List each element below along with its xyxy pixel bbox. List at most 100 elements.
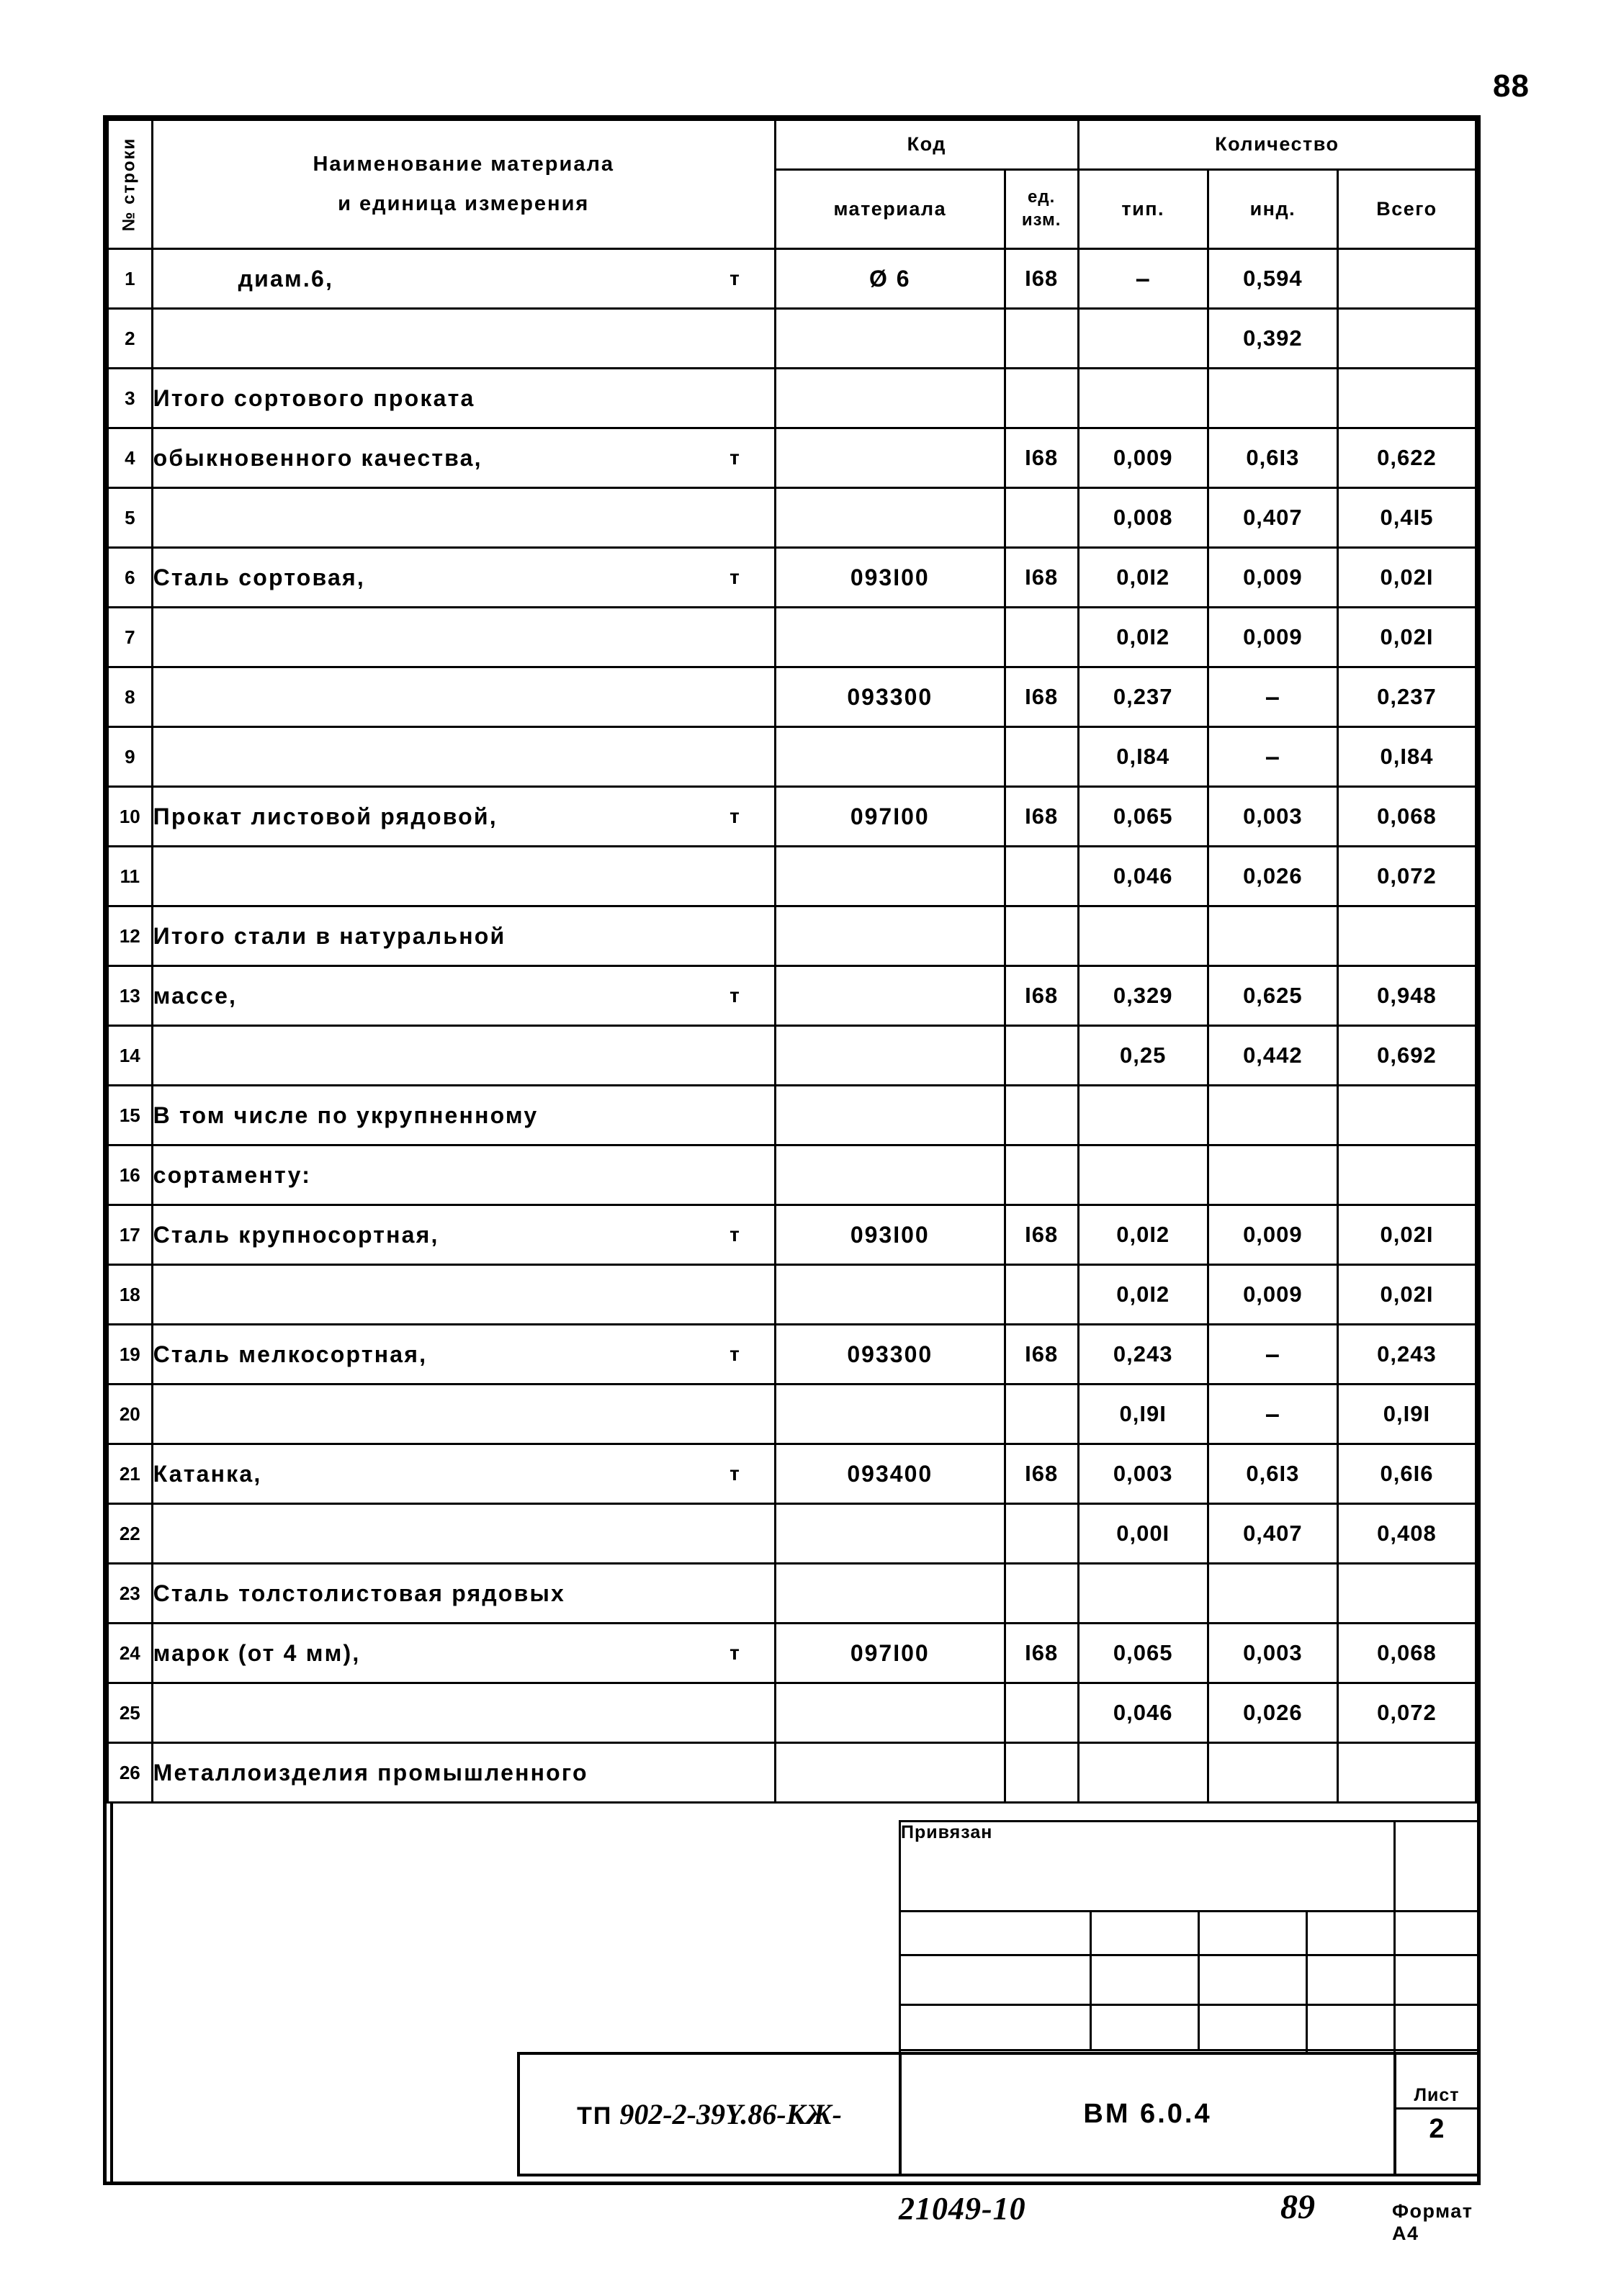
sig-cell-2d[interactable]	[1305, 1954, 1396, 2006]
qty-individual-cell: 0,003	[1206, 785, 1339, 847]
qty-typical-cell: 0,237	[1077, 666, 1209, 728]
row-number-cell: 11	[107, 845, 153, 907]
tp-prefix-label: ТП	[577, 2102, 613, 2130]
sig-cell-2b[interactable]	[1090, 1954, 1200, 2006]
qty-typical-cell	[1077, 1144, 1209, 1206]
qty-total-cell: 0,I84	[1336, 726, 1478, 788]
table-row: 2 0,392	[107, 307, 1478, 369]
qty-total-cell	[1336, 1144, 1478, 1206]
material-unit-label: т	[730, 1223, 740, 1246]
qty-total-cell	[1336, 367, 1478, 429]
unit-code-cell: I68	[1003, 1443, 1079, 1505]
material-name-cell: В том числе по укрупненному	[151, 1084, 776, 1146]
header-row-number: № строки	[107, 119, 153, 250]
sig-cell-1c[interactable]	[1198, 1910, 1308, 1956]
sig-cell-3c[interactable]	[1198, 2004, 1308, 2051]
table-row: 25 0,046 0,026 0,072	[107, 1682, 1478, 1744]
unit-code-cell: I68	[1003, 785, 1079, 847]
row-number-cell: 22	[107, 1503, 153, 1565]
qty-total-cell: 0,02I	[1336, 1264, 1478, 1325]
qty-individual-cell: 0,026	[1206, 1682, 1339, 1744]
material-name-cell: сортаменту:	[151, 1144, 776, 1206]
unit-code-cell	[1003, 1383, 1079, 1445]
qty-individual-cell: –	[1206, 1383, 1339, 1445]
unit-code-cell	[1003, 1742, 1079, 1804]
material-code-cell: 093I00	[773, 1204, 1006, 1266]
sig-cell-3d[interactable]	[1305, 2004, 1396, 2051]
header-name-line2: и единица измерения	[338, 192, 590, 215]
footer-page-label: 89	[1280, 2188, 1315, 2226]
sig-cell-2e[interactable]	[1393, 1954, 1480, 2006]
table-row: 1 диам.6, т Ø 6 I68–0,594	[107, 248, 1478, 310]
footer-doc-number: 21049-10	[899, 2191, 1026, 2226]
sig-cell-2a[interactable]	[899, 1954, 1092, 2006]
tp-designation: ТП 902-2-39Y.86-КЖ-	[517, 2052, 902, 2176]
row-number-cell: 21	[107, 1443, 153, 1505]
qty-total-cell: 0,068	[1336, 1622, 1478, 1684]
unit-code-cell	[1003, 845, 1079, 907]
material-name-cell: Итого стали в натуральной	[151, 905, 776, 967]
row-number-cell: 13	[107, 965, 153, 1027]
qty-total-cell: 0,408	[1336, 1503, 1478, 1565]
material-code-cell	[773, 606, 1006, 668]
signature-row-1[interactable]	[899, 1910, 1480, 1956]
qty-total-cell: 0,4I5	[1336, 487, 1478, 549]
row-number-cell: 3	[107, 367, 153, 429]
sig-cell-1d[interactable]	[1305, 1910, 1396, 1956]
table-row: 8 093300 I68 0,237–0,237	[107, 666, 1478, 728]
row-number-cell: 6	[107, 546, 153, 608]
signature-row-3[interactable]	[899, 2004, 1480, 2051]
materials-table: № строки Наименование материала и единиц…	[107, 119, 1478, 1804]
material-code-cell	[773, 845, 1006, 907]
sig-cell-1b[interactable]	[1090, 1910, 1200, 1956]
signature-row-2[interactable]	[899, 1954, 1480, 2006]
qty-total-cell	[1336, 905, 1478, 967]
row-number-cell: 4	[107, 427, 153, 489]
qty-typical-cell: 0,243	[1077, 1323, 1209, 1385]
unit-code-cell	[1003, 1503, 1079, 1565]
material-code-cell	[773, 427, 1006, 489]
unit-code-cell	[1003, 307, 1079, 369]
material-name-cell	[151, 606, 776, 668]
row-number-cell: 15	[107, 1084, 153, 1146]
sig-cell-2c[interactable]	[1198, 1954, 1308, 2006]
qty-typical-cell: 0,0I2	[1077, 546, 1209, 608]
sheet-value: 2	[1429, 2114, 1445, 2144]
qty-total-cell: 0,243	[1336, 1323, 1478, 1385]
qty-total-cell	[1336, 307, 1478, 369]
sig-cell-3a[interactable]	[899, 2004, 1092, 2051]
qty-individual-cell	[1206, 1084, 1339, 1146]
qty-typical-cell: 0,065	[1077, 785, 1209, 847]
material-code-cell: 093300	[773, 666, 1006, 728]
row-number-cell: 16	[107, 1144, 153, 1206]
qty-typical-cell: 0,008	[1077, 487, 1209, 549]
table-header-row-1: № строки Наименование материала и единиц…	[107, 119, 1478, 250]
material-name-cell: Сталь крупносортная, т	[151, 1204, 776, 1266]
material-name-cell	[151, 1682, 776, 1744]
header-code-unit-line1: ед.	[1028, 186, 1056, 207]
sig-cell-1e[interactable]	[1393, 1910, 1480, 1956]
unit-code-cell: I68	[1003, 1204, 1079, 1266]
qty-total-cell	[1336, 248, 1478, 310]
sheet-cell: Лист 2	[1393, 2052, 1480, 2176]
sig-cell-3e[interactable]	[1393, 2004, 1480, 2051]
qty-individual-cell: 0,009	[1206, 1204, 1339, 1266]
sig-cell-3b[interactable]	[1090, 2004, 1200, 2051]
header-name-unit: Наименование материала и единица измерен…	[151, 119, 776, 250]
table-row: 16 сортаменту:	[107, 1144, 1478, 1206]
unit-code-cell	[1003, 905, 1079, 967]
qty-typical-cell: 0,0I2	[1077, 1264, 1209, 1325]
sig-cell-1a[interactable]	[899, 1910, 1092, 1956]
qty-individual-cell: 0,392	[1206, 307, 1339, 369]
unit-code-cell	[1003, 606, 1079, 668]
material-name-cell	[151, 726, 776, 788]
material-name-cell	[151, 1264, 776, 1325]
table-header-row-2: материала ед. изм. тип. инд. Всего	[108, 168, 1478, 251]
qty-individual-cell: 0,407	[1206, 1503, 1339, 1565]
material-code-cell	[773, 367, 1006, 429]
qty-typical-cell: 0,00I	[1077, 1503, 1209, 1565]
material-code-cell: 093300	[773, 1323, 1006, 1385]
qty-individual-cell: 0,6I3	[1206, 427, 1339, 489]
qty-typical-cell	[1077, 367, 1209, 429]
qty-individual-cell: 0,6I3	[1206, 1443, 1339, 1505]
